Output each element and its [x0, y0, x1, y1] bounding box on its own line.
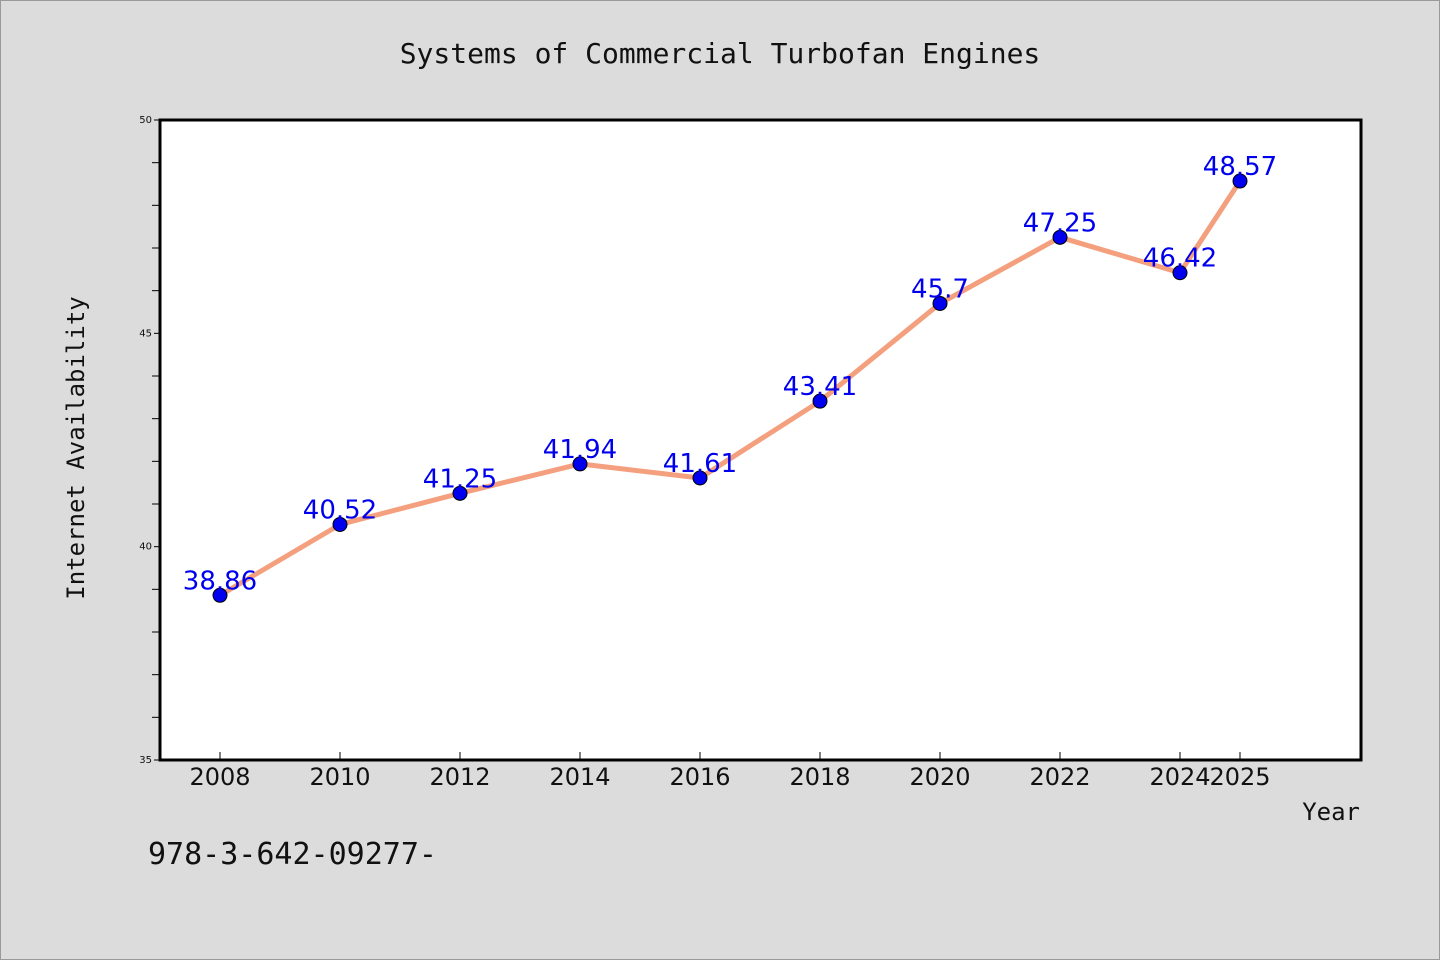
- data-label: 47.25: [1023, 208, 1097, 238]
- data-label: 43.41: [783, 372, 857, 402]
- data-label: 38.86: [183, 566, 257, 596]
- x-tick-label: 2022: [1029, 763, 1090, 791]
- y-tick-label: 50: [139, 115, 152, 126]
- data-label: 40.52: [303, 495, 377, 525]
- data-point: [332, 516, 348, 532]
- y-axis-label: Internet Availability: [62, 296, 90, 599]
- data-point: [692, 470, 708, 486]
- x-tick-label: 2010: [309, 763, 370, 791]
- data-label: 45.7: [911, 274, 969, 304]
- data-label-group: 38.86 40.52 41.25 41.94 41.61 43.41 45.7 47.25 4…: [183, 152, 1277, 596]
- data-point: [572, 456, 588, 472]
- data-point: [1172, 265, 1188, 281]
- chart-title: Systems of Commercial Turbofan Engines: [400, 37, 1041, 70]
- data-label: 41.25: [423, 464, 497, 494]
- data-point: [212, 587, 228, 603]
- x-axis-label: Year: [1302, 798, 1360, 826]
- x-tick-label: 2016: [669, 763, 730, 791]
- x-tick-label: 2024: [1149, 763, 1210, 791]
- series-line-group: [217, 178, 1243, 598]
- data-point: [452, 485, 468, 501]
- y-tick-label: 35: [139, 755, 152, 766]
- x-tick-label: 2014: [549, 763, 610, 791]
- x-tick-label: 2018: [789, 763, 850, 791]
- data-label: 46.42: [1143, 244, 1217, 274]
- data-point: [812, 393, 828, 409]
- x-tick-label: 2012: [429, 763, 490, 791]
- data-label: 41.94: [543, 435, 617, 465]
- data-point: [1052, 229, 1068, 245]
- x-tick-label: 2020: [909, 763, 970, 791]
- y-tick-label: 45: [139, 328, 152, 339]
- data-label: 48.57: [1203, 152, 1277, 182]
- footer-code: 978-3-642-09277-: [148, 837, 437, 872]
- data-label: 41.61: [663, 449, 737, 479]
- x-tick-label: 2008: [189, 763, 250, 791]
- data-point: [932, 295, 948, 311]
- y-tick-label: 40: [139, 542, 152, 553]
- marker-group: [212, 173, 1248, 603]
- data-point: [1232, 173, 1248, 189]
- y-axis: 35 40 45 50: [139, 115, 160, 766]
- x-tick-label: 2025: [1209, 763, 1270, 791]
- series-line: [217, 178, 1243, 598]
